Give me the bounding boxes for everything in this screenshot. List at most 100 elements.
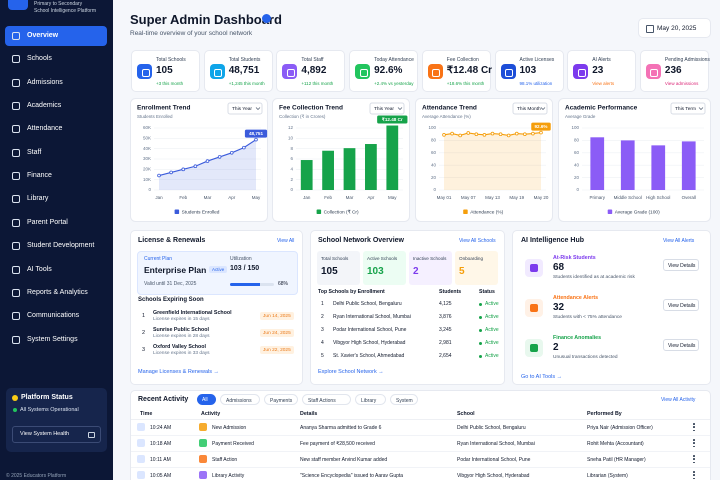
- calendar-icon: [646, 25, 654, 33]
- x-tick-label: May 07: [461, 195, 476, 200]
- alert-icon: [525, 299, 543, 317]
- card-link[interactable]: View All Schools: [459, 238, 496, 244]
- card-footer-link[interactable]: Go to AI Tools →: [521, 374, 563, 380]
- stat-label: Active Schools: [367, 256, 398, 261]
- card-link[interactable]: View All Activity: [661, 397, 696, 403]
- x-tick-label: Middle School: [614, 195, 642, 200]
- point: [193, 164, 198, 169]
- kpi-icon-glyph: [141, 68, 150, 77]
- nav-label: Student Development: [27, 242, 95, 250]
- nav-item[interactable]: Finance: [5, 166, 107, 186]
- point: [514, 131, 519, 136]
- filter-pill[interactable]: Payments: [264, 394, 298, 405]
- filter-pill[interactable]: Library: [355, 394, 386, 405]
- point: [523, 132, 527, 136]
- nav-item[interactable]: Parent Portal: [5, 213, 107, 233]
- y-tick-label: 8: [290, 146, 293, 151]
- value-label: ₹12.48 Cr: [382, 117, 403, 122]
- nav-item[interactable]: Student Development: [5, 236, 107, 256]
- nav-item[interactable]: Reports & Analytics: [5, 283, 107, 303]
- school-note: License expires in 28 days: [153, 334, 210, 339]
- view-details-label: View Details: [668, 262, 696, 269]
- point: [242, 145, 246, 150]
- progress-fill: [230, 283, 260, 286]
- period-label: This Year: [232, 106, 252, 112]
- row-menu[interactable]: [692, 471, 696, 480]
- kpi-label: Total Schools: [156, 57, 186, 63]
- menu-dot: [693, 477, 695, 480]
- y-tick-label: 0: [433, 187, 436, 192]
- nav-item[interactable]: Library: [5, 189, 107, 209]
- view-details[interactable]: View Details: [663, 259, 699, 271]
- nav-item[interactable]: Attendance: [5, 119, 107, 139]
- alert-value: 2: [553, 342, 559, 353]
- date-picker[interactable]: May 20, 2025: [638, 18, 711, 38]
- time: 10:05 AM: [150, 472, 172, 479]
- point: [490, 131, 495, 136]
- row-menu[interactable]: [692, 439, 696, 448]
- card-footer-link[interactable]: Explore School Network →: [318, 369, 384, 375]
- school-name: Oxford Valley School: [153, 344, 206, 350]
- chart-title: Fee Collection Trend: [279, 105, 343, 112]
- y-tick-label: 100: [428, 125, 436, 130]
- time: 10:11 AM: [150, 456, 171, 463]
- filter-label: All: [202, 396, 208, 403]
- card-footer-link[interactable]: Manage Licenses & Renewals →: [138, 369, 220, 375]
- chart-card: Fee Collection Trend Collection (₹ in Cro…: [272, 98, 410, 222]
- chart-subtitle: Collection (₹ in Crores): [279, 114, 326, 119]
- nav-item[interactable]: AI Tools: [5, 260, 107, 280]
- kpi-icon: [137, 64, 152, 79]
- alert-desc: Unusual transactions detected: [553, 355, 618, 360]
- x-tick-label: Apr: [228, 195, 236, 200]
- status-dot: [479, 302, 482, 306]
- nav-label: Academics: [27, 102, 62, 110]
- row-number: 3: [142, 347, 146, 353]
- card-link[interactable]: View All: [277, 238, 295, 244]
- nav-icon: [12, 335, 20, 344]
- point: [539, 130, 543, 135]
- x-tick-label: Mar: [346, 195, 354, 200]
- filter-pill[interactable]: System: [390, 394, 418, 405]
- view-details-label: View Details: [668, 302, 696, 309]
- row-menu[interactable]: [692, 423, 696, 432]
- kpi-card: Total Students 48,751 +1,245 this month: [203, 50, 273, 92]
- time: 10:18 AM: [150, 440, 172, 447]
- status: Active: [485, 327, 499, 333]
- point: [498, 132, 503, 136]
- nav-item[interactable]: System Settings: [5, 330, 107, 350]
- nav-item[interactable]: Academics: [5, 96, 107, 116]
- nav-label: AI Tools: [27, 265, 52, 273]
- bar: [365, 144, 377, 190]
- nav-item[interactable]: Staff: [5, 143, 107, 163]
- performed-by: Rohit Mehta (Accountant): [587, 440, 644, 447]
- nav-item[interactable]: Overview: [5, 26, 107, 46]
- legend-swatch: [607, 209, 613, 214]
- status-dot: [479, 328, 482, 332]
- filter-pill[interactable]: Staff Actions: [302, 394, 351, 405]
- row-menu[interactable]: [692, 455, 696, 464]
- view-details[interactable]: View Details: [663, 339, 699, 351]
- card-link[interactable]: View All Alerts: [663, 238, 695, 244]
- chevron: [698, 107, 704, 110]
- row-number: 1: [321, 301, 324, 307]
- filter-pill[interactable]: All: [197, 394, 216, 405]
- value-label: 92.6%: [534, 124, 547, 129]
- expiring-row: 1 Greenfield International School License …: [131, 309, 302, 326]
- kpi-card: Total Staff 4,892 +112 this month: [276, 50, 346, 92]
- view-details[interactable]: View Details: [663, 299, 699, 311]
- y-tick-label: 80: [574, 138, 580, 143]
- nav-icon: [12, 288, 20, 297]
- activity-icon: [199, 471, 207, 479]
- filter-pill[interactable]: Admissions: [220, 394, 260, 405]
- stat-value: 103: [367, 266, 384, 277]
- value-badge: [377, 115, 408, 124]
- nav-item[interactable]: Communications: [5, 306, 107, 326]
- nav-label: System Settings: [27, 335, 78, 343]
- nav-icon: [12, 172, 20, 181]
- status-button[interactable]: View System Health: [12, 426, 101, 443]
- x-tick-label: May 13: [485, 195, 500, 200]
- nav-item[interactable]: Admissions: [5, 73, 107, 93]
- plan-valid: Valid until 31 Dec, 2025: [144, 281, 197, 287]
- nav-item[interactable]: Schools: [5, 49, 107, 69]
- kpi-label: AI Alerts: [592, 57, 611, 63]
